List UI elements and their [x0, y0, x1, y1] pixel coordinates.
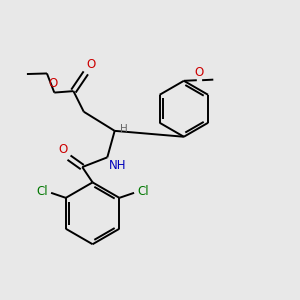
Text: O: O [194, 66, 204, 79]
Text: O: O [86, 58, 96, 71]
Text: Cl: Cl [37, 185, 48, 199]
Text: Cl: Cl [137, 185, 148, 199]
Text: NH: NH [109, 159, 126, 172]
Text: O: O [58, 143, 68, 156]
Text: O: O [49, 77, 58, 90]
Text: H: H [120, 124, 128, 134]
